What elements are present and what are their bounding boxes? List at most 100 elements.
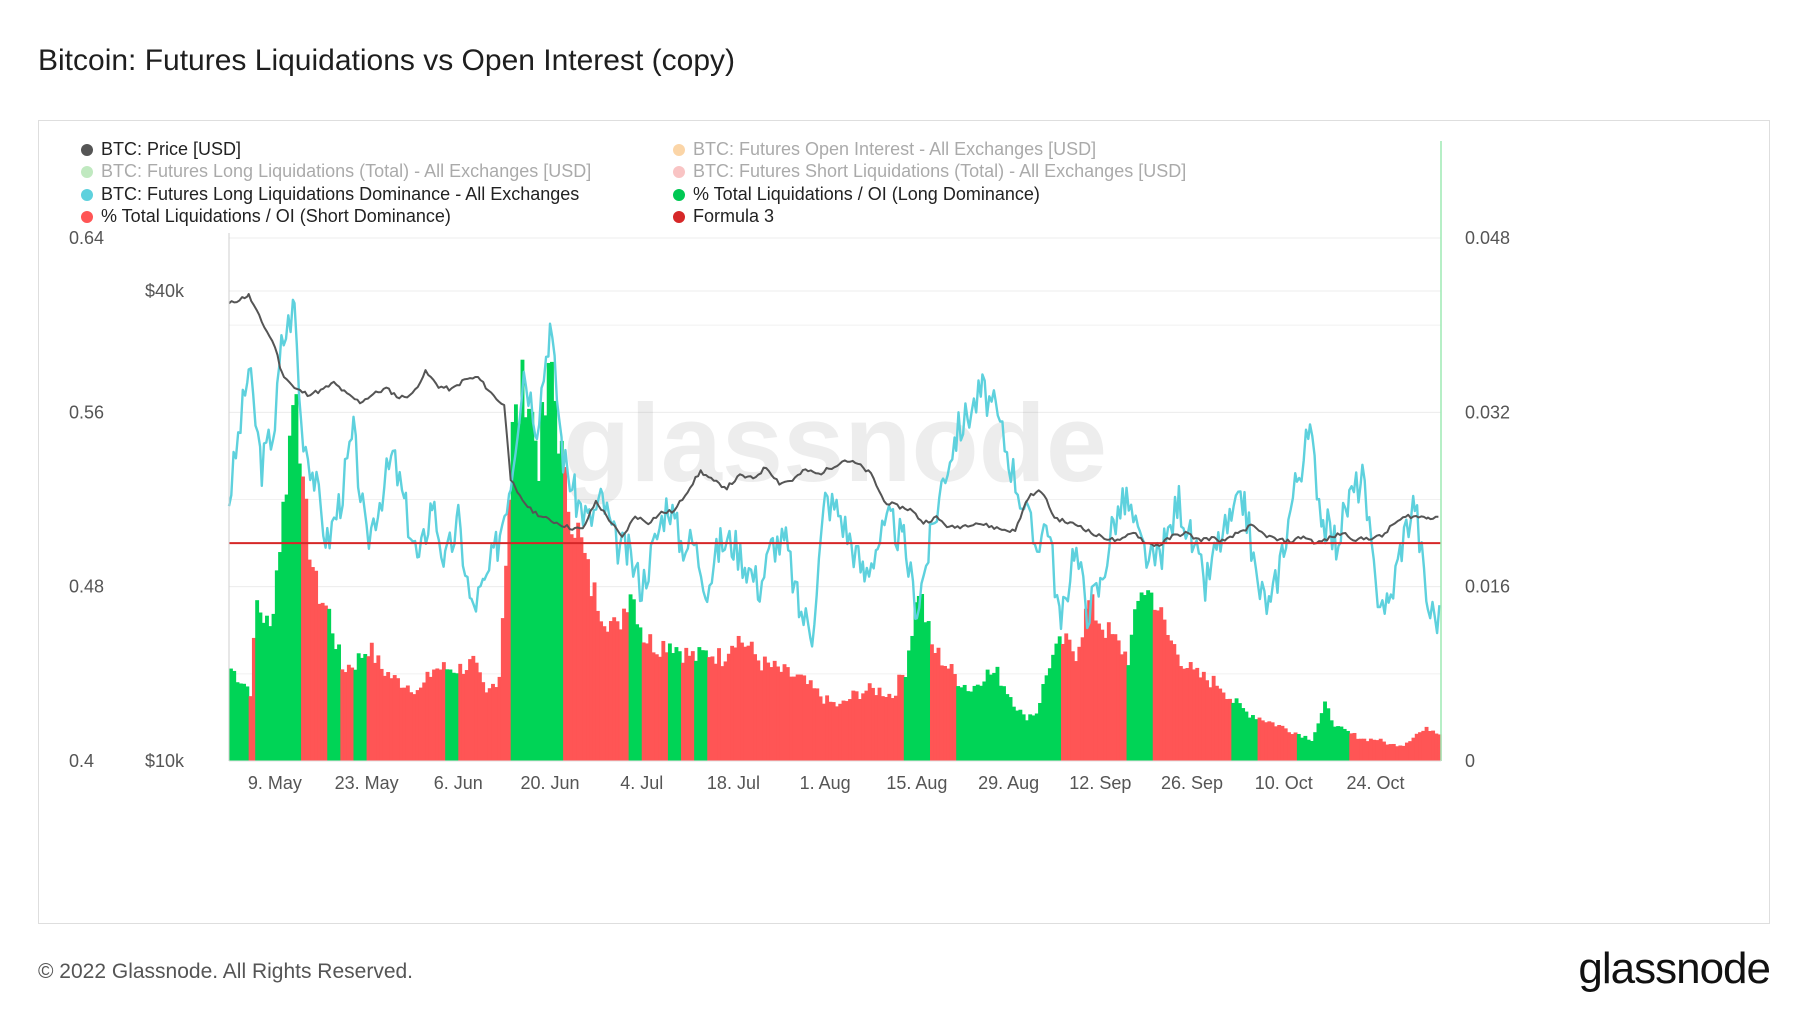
liquidation-bar-long: [959, 687, 964, 761]
liquidation-bar-short: [681, 662, 685, 761]
liquidation-bar-long: [1028, 714, 1033, 761]
liquidation-bar-short: [1077, 646, 1082, 761]
liquidation-bar-short: [861, 693, 866, 761]
glassnode-logo[interactable]: glassnode: [1578, 944, 1771, 993]
liquidation-bar-short: [802, 675, 807, 761]
liquidation-bar-short: [1355, 738, 1360, 761]
liquidation-bar-short: [1113, 634, 1118, 761]
long-dominance-line: [227, 298, 1441, 648]
liquidation-bar-short: [1205, 680, 1210, 761]
liquidation-bar-short: [389, 678, 394, 761]
liquidation-bar-short: [1395, 746, 1400, 761]
liquidation-bar-short: [323, 605, 328, 761]
legend-item-long-dominance[interactable]: BTC: Futures Long Liquidations Dominance…: [81, 184, 579, 205]
liquidation-bar-short: [586, 559, 590, 761]
liquidation-bar-short: [1359, 738, 1363, 761]
liquidation-bar-short: [1221, 692, 1226, 761]
right-axis-tick-label: 0: [1465, 751, 1475, 771]
liquidation-bar-short: [563, 467, 567, 761]
liquidation-bar-short: [382, 675, 387, 761]
liquidation-bar-short: [936, 647, 941, 761]
liquidation-bar-short: [1424, 726, 1429, 761]
liquidation-bar-short: [1211, 675, 1216, 761]
liquidation-bar-short: [1408, 741, 1413, 761]
legend-item-short-dom-area[interactable]: % Total Liquidations / OI (Short Dominan…: [81, 206, 451, 227]
liquidation-bar-short: [1156, 610, 1160, 761]
liquidation-bar-long: [1021, 714, 1026, 761]
liquidation-bar-long: [1336, 726, 1341, 761]
liquidation-bar-short: [1198, 677, 1203, 761]
right-axis-tick-label: 0.032: [1465, 402, 1510, 422]
x-axis-tick-label: 4. Jul: [620, 773, 663, 793]
liquidation-bar-short: [887, 693, 892, 761]
liquidation-bar-long: [1326, 708, 1331, 761]
liquidation-bar-long: [972, 685, 977, 761]
liquidation-bar-short: [507, 499, 512, 761]
liquidation-bar-long: [694, 660, 699, 761]
liquidation-bar-short: [1106, 622, 1111, 761]
liquidation-bar-short: [1287, 732, 1291, 761]
liquidation-bar-short: [1162, 619, 1167, 761]
liquidation-bar-short: [952, 674, 957, 761]
liquidation-bar-short: [753, 654, 757, 761]
liquidation-bar-short: [893, 695, 898, 761]
legend-label-long-dominance: BTC: Futures Long Liquidations Dominance…: [101, 184, 580, 204]
liquidation-bar-short: [317, 603, 322, 761]
liquidation-bar-short: [848, 699, 852, 761]
legend-item-formula3[interactable]: Formula 3: [673, 206, 774, 227]
liquidation-bar-short: [1152, 609, 1157, 761]
liquidation-bar-short: [487, 688, 492, 761]
liquidation-bar-short: [1103, 637, 1108, 761]
liquidation-bar-short: [1224, 699, 1229, 761]
liquidation-bar-long: [1142, 595, 1147, 761]
x-axis-tick-label: 23. May: [335, 773, 399, 793]
liquidation-bar-short: [1378, 738, 1383, 761]
liquidation-bar-short: [379, 668, 384, 761]
liquidation-bar-short: [471, 655, 476, 761]
liquidation-bar-short: [808, 680, 813, 761]
liquidation-bar-short: [756, 660, 761, 761]
liquidation-bar-long: [278, 552, 283, 761]
liquidation-bar-long: [258, 612, 263, 761]
liquidation-bar-short: [1375, 740, 1380, 761]
liquidation-bar-long: [1234, 698, 1239, 761]
liquidation-bar-short: [871, 687, 875, 761]
liquidation-bar-long: [232, 670, 237, 761]
liquidation-bar-short: [1074, 661, 1078, 761]
liquidation-bar-short: [798, 674, 803, 761]
liquidation-bar-short: [1349, 733, 1354, 761]
liquidation-bar-short: [949, 664, 954, 761]
legend-item-long-dom-area[interactable]: % Total Liquidations / OI (Long Dominanc…: [673, 184, 1040, 205]
liquidation-bar-long: [1300, 737, 1305, 761]
liquidation-bar-short: [779, 671, 784, 761]
liquidation-bar-short: [1070, 651, 1075, 761]
chart-frame: glassnode 0.64 0.56 0.48 0.4 $40k $10k 0.048 0.0…: [38, 120, 1770, 924]
legend-item-short-liquidations[interactable]: BTC: Futures Short Liquidations (Total) …: [673, 161, 1186, 182]
liquidation-bar-short: [795, 674, 800, 761]
legend-item-long-liquidations[interactable]: BTC: Futures Long Liquidations (Total) -…: [81, 161, 591, 182]
liquidation-bar-short: [1178, 666, 1183, 761]
legend-item-open-interest[interactable]: BTC: Futures Open Interest - All Exchang…: [673, 139, 1096, 160]
liquidation-bar-long: [448, 669, 453, 761]
legend-dot-short-dom-area: [81, 211, 93, 223]
liquidation-bar-short: [1169, 640, 1173, 761]
liquidation-bar-long: [1015, 710, 1020, 761]
liquidation-bar-short: [812, 688, 816, 761]
liquidation-bar-short: [851, 690, 856, 761]
liquidation-bar-long: [235, 682, 240, 761]
liquidation-bar-short: [618, 629, 623, 761]
liquidation-bar-short: [1264, 722, 1268, 761]
liquidation-bar-long: [559, 440, 564, 761]
liquidation-bar-short: [566, 511, 571, 761]
liquidation-bar-short: [477, 672, 482, 761]
liquidation-bar-long: [1054, 643, 1059, 761]
chart-svg[interactable]: glassnode 0.64 0.56 0.48 0.4 $40k $10k 0.048 0.0…: [39, 121, 1769, 923]
liquidation-bar-short: [658, 656, 662, 761]
x-axis-tick-label: 15. Aug: [886, 773, 947, 793]
liquidation-bar-long: [287, 435, 292, 761]
liquidation-bar-short: [441, 662, 446, 761]
x-axis-tick-label: 9. May: [248, 773, 302, 793]
legend-item-price[interactable]: BTC: Price [USD]: [81, 139, 241, 160]
legend-label-short-liquidations: BTC: Futures Short Liquidations (Total) …: [693, 161, 1187, 181]
liquidation-bar-short: [612, 617, 617, 761]
